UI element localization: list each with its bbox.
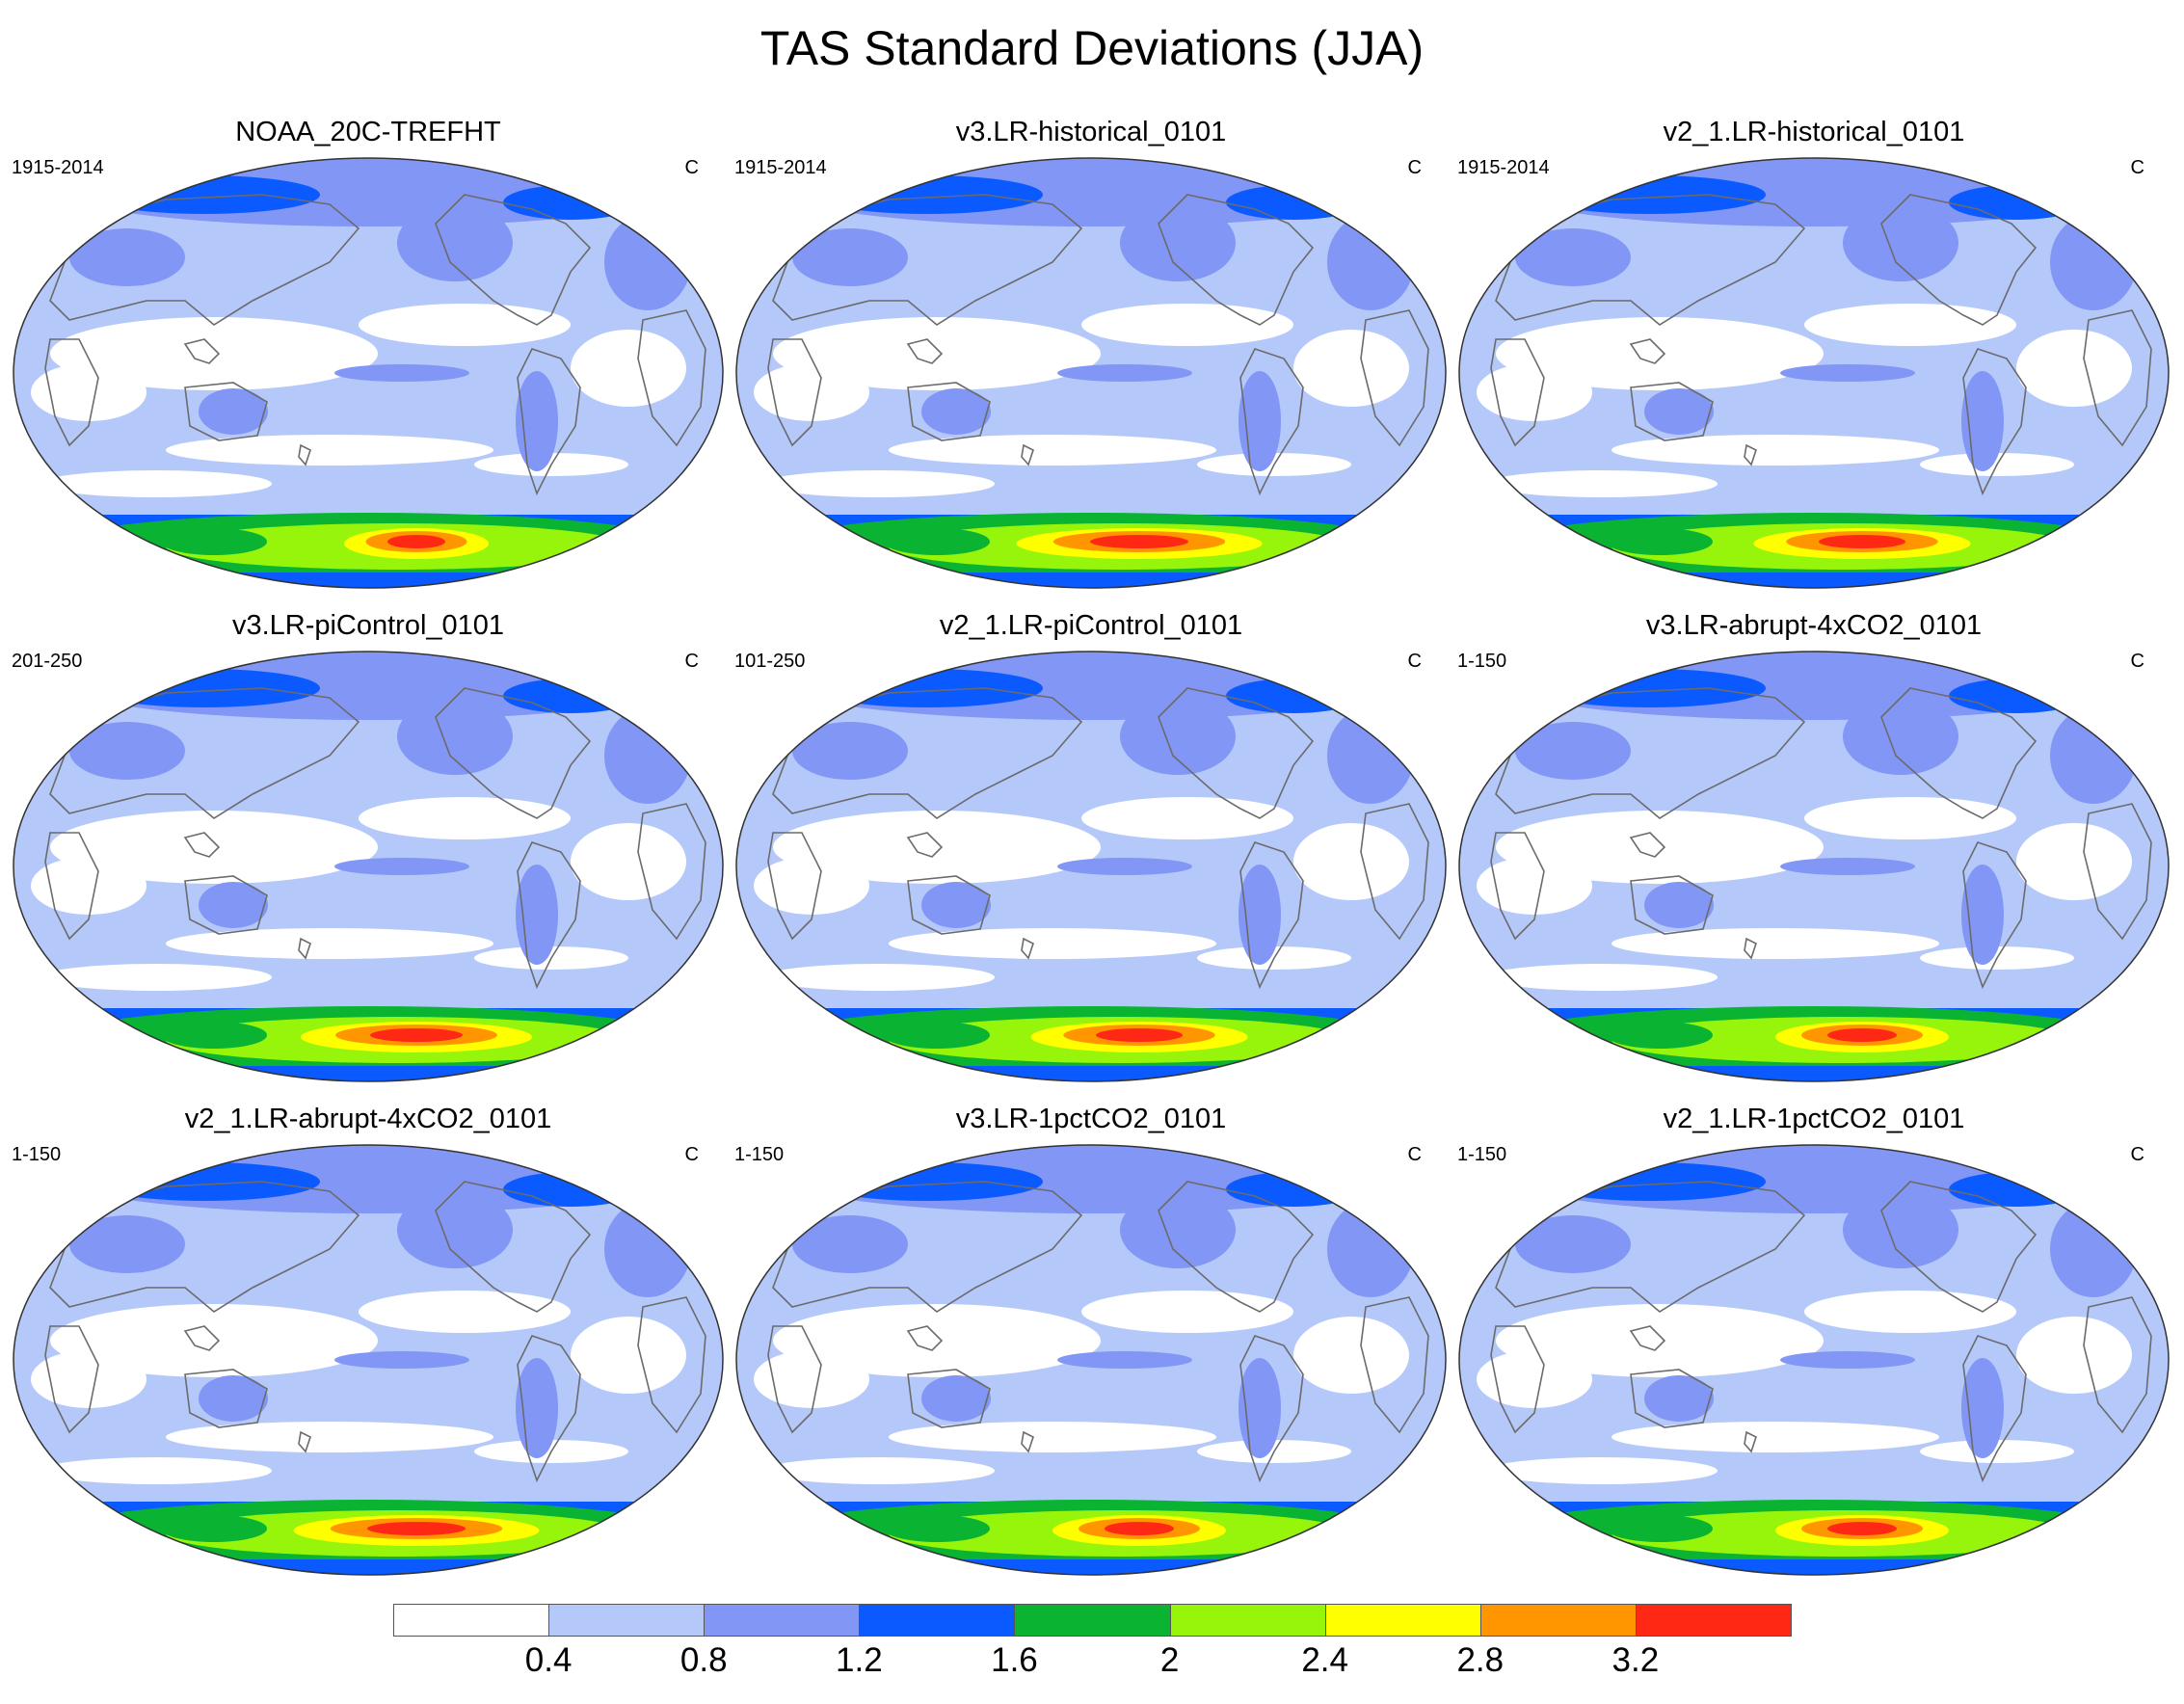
panel-title: v3.LR-1pctCO2_0101: [955, 1104, 1227, 1134]
colorbar-swatch: [1169, 1604, 1326, 1637]
panel-period: 1-150: [1457, 651, 1507, 672]
panel-units: C: [2130, 157, 2144, 178]
map-panel: v2_1.LR-1pctCO2_0101 1-150 C: [1457, 1103, 2171, 1594]
figure-title: TAS Standard Deviations (JJA): [759, 21, 1425, 75]
map-panel: v2_1.LR-abrupt-4xCO2_0101 1-150 C: [12, 1103, 725, 1594]
colorbar-tick-label: 1.6: [991, 1641, 1038, 1679]
colorbar-swatch: [859, 1604, 1016, 1637]
panel-title: v2_1.LR-1pctCO2_0101: [1663, 1104, 1965, 1134]
panel-units: C: [1407, 157, 1422, 178]
colorbar: [393, 1604, 1792, 1638]
world-map-contour: [13, 651, 724, 1082]
panel-period: 1915-2014: [12, 157, 104, 178]
map-panel: v3.LR-abrupt-4xCO2_0101 1-150 C: [1457, 609, 2171, 1101]
colorbar-swatch: [393, 1604, 550, 1637]
colorbar-tick-label: 2.8: [1456, 1641, 1505, 1679]
world-map-contour: [1458, 1144, 2170, 1576]
panel-units: C: [684, 1144, 699, 1165]
panel-units: C: [684, 651, 699, 672]
world-map-contour: [735, 157, 1447, 589]
colorbar-swatch: [1635, 1604, 1792, 1637]
panel-period: 201-250: [12, 651, 83, 672]
panel-period: 1-150: [12, 1144, 62, 1165]
panel-title: v3.LR-piControl_0101: [231, 610, 505, 641]
panel-period: 1915-2014: [734, 157, 827, 178]
world-map-contour: [1458, 651, 2170, 1082]
panel-period: 101-250: [734, 651, 806, 672]
panel-title: v2_1.LR-abrupt-4xCO2_0101: [184, 1104, 552, 1134]
colorbar-tick-label: 0.4: [524, 1641, 573, 1679]
panel-period: 1915-2014: [1457, 157, 1550, 178]
map-panel: NOAA_20C-TREFHT 1915-2014 C: [12, 116, 725, 607]
map-panel: v3.LR-1pctCO2_0101 1-150 C: [734, 1103, 1448, 1594]
panel-units: C: [1407, 651, 1422, 672]
colorbar-tick-label: 2.4: [1301, 1641, 1348, 1679]
map-panel: v3.LR-historical_0101 1915-2014 C: [734, 116, 1448, 607]
map-panel: v2_1.LR-historical_0101 1915-2014 C: [1457, 116, 2171, 607]
world-map-contour: [13, 1144, 724, 1576]
panel-period: 1-150: [1457, 1144, 1507, 1165]
colorbar-tick-label: 2: [1159, 1641, 1180, 1679]
panel-title: v2_1.LR-piControl_0101: [939, 610, 1243, 641]
colorbar-swatch: [1479, 1604, 1637, 1637]
colorbar-tick-label: 1.2: [836, 1641, 883, 1679]
world-map-contour: [13, 157, 724, 589]
world-map-contour: [735, 1144, 1447, 1576]
world-map-contour: [735, 651, 1447, 1082]
colorbar-tick-label: 3.2: [1611, 1641, 1660, 1679]
panel-units: C: [1407, 1144, 1422, 1165]
panel-period: 1-150: [734, 1144, 785, 1165]
colorbar-swatch: [1324, 1604, 1481, 1637]
colorbar-swatch: [548, 1604, 706, 1637]
panel-units: C: [2130, 1144, 2144, 1165]
panel-title: v3.LR-historical_0101: [955, 117, 1227, 147]
map-panel: v2_1.LR-piControl_0101 101-250 C: [734, 609, 1448, 1101]
colorbar-swatch: [704, 1604, 861, 1637]
panel-units: C: [2130, 651, 2144, 672]
panel-units: C: [684, 157, 699, 178]
map-panel: v3.LR-piControl_0101 201-250 C: [12, 609, 725, 1101]
world-map-contour: [1458, 157, 2170, 589]
panel-title: v3.LR-abrupt-4xCO2_0101: [1645, 610, 1983, 641]
colorbar-tick-label: 0.8: [679, 1641, 728, 1679]
panel-title: NOAA_20C-TREFHT: [235, 117, 501, 147]
panel-title: v2_1.LR-historical_0101: [1663, 117, 1965, 147]
colorbar-swatch: [1014, 1604, 1171, 1637]
